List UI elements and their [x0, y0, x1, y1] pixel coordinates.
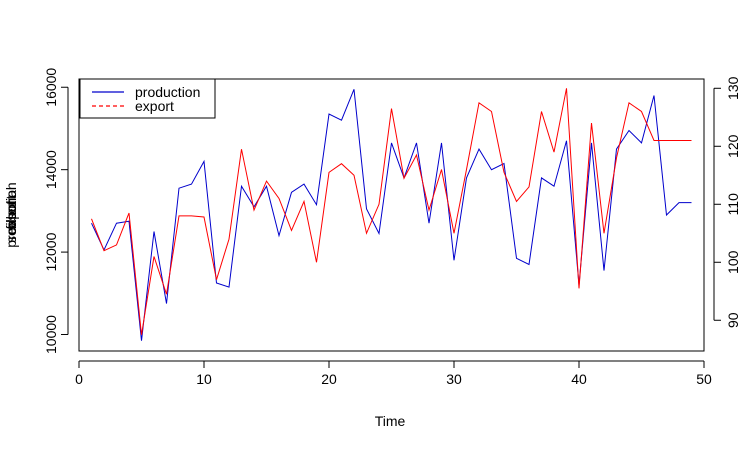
x-axis: 0 10 20 30 40 50	[75, 360, 712, 387]
y-axis-left-title-production: production	[3, 182, 19, 247]
y-axis-left-title-export: export	[3, 195, 19, 234]
y-right-tick-label: 90	[725, 312, 741, 328]
legend: production export	[79, 78, 216, 119]
x-tick-label: 20	[321, 371, 337, 387]
y-left-tick-label: 10000	[43, 315, 59, 354]
x-tick-label: 10	[196, 371, 212, 387]
y-left-tick-label: 12000	[43, 232, 59, 271]
y-right-tick-label: 120	[725, 134, 741, 158]
series-lines	[91, 88, 692, 341]
legend-label-export: export	[135, 98, 174, 114]
y-right-tick-label: 110	[725, 193, 741, 216]
series-line-production	[91, 89, 692, 341]
y-right-tick-label: 100	[725, 250, 741, 274]
x-tick-label: 50	[696, 371, 712, 387]
x-tick-label: 0	[75, 371, 83, 387]
y-axis-left: 10000 12000 14000 16000	[43, 68, 69, 354]
y-axis-right: 90 100 110 120 130	[713, 76, 741, 328]
series-line-export	[91, 88, 692, 335]
legend-label-production: production	[135, 84, 200, 100]
y-left-tick-label: 14000	[43, 150, 59, 189]
y-left-tick-label: 16000	[43, 68, 59, 107]
x-tick-label: 40	[571, 371, 587, 387]
plot-frame	[78, 78, 705, 352]
legend-box	[79, 78, 216, 119]
x-axis-title: Time	[375, 413, 406, 429]
x-tick-label: 30	[446, 371, 462, 387]
y-axis-left-title-seasonal: seasonal	[3, 187, 19, 243]
y-axis-left-title-filled: filled	[3, 201, 19, 230]
y-right-tick-label: 130	[725, 76, 741, 100]
